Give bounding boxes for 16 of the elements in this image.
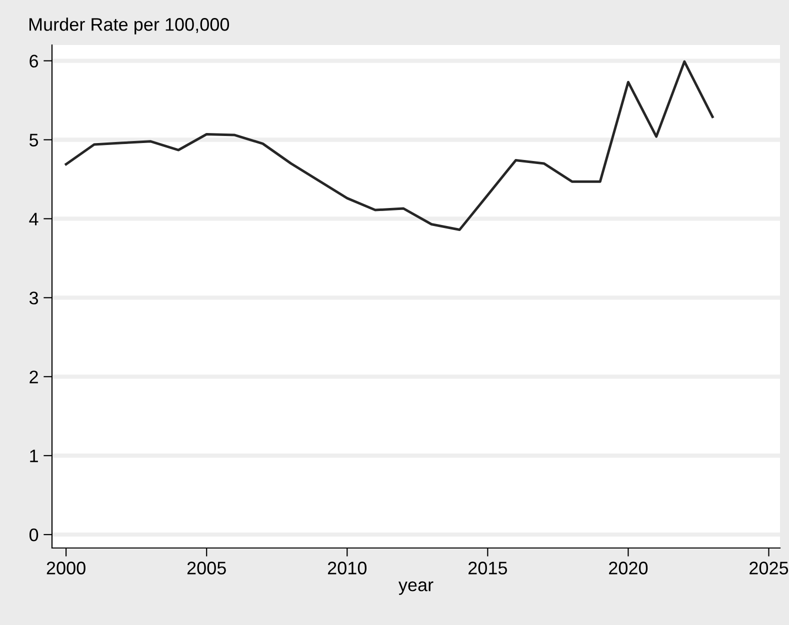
x-tick-label: 2015: [468, 562, 508, 574]
y-tick-label: 0: [29, 528, 38, 542]
x-tick-label: 2025: [750, 562, 788, 574]
x-tick-label: 2020: [609, 562, 648, 574]
y-tick-label: 1: [30, 450, 38, 462]
x-tick-label: 2000: [46, 562, 86, 574]
x-axis-title: year: [398, 581, 434, 595]
line-series: [64, 60, 714, 232]
y-tick-label: 5: [29, 134, 38, 146]
y-axis-title: Murder Rate per 100,000: [29, 18, 230, 34]
x-tick-label: 2010: [328, 562, 367, 574]
y-tick-label: 4: [29, 212, 38, 226]
x-tick-label: 2005: [187, 562, 226, 574]
y-tick-label: 2: [30, 370, 38, 384]
y-tick-label: 3: [29, 292, 38, 304]
y-tick-label: 6: [30, 54, 38, 68]
